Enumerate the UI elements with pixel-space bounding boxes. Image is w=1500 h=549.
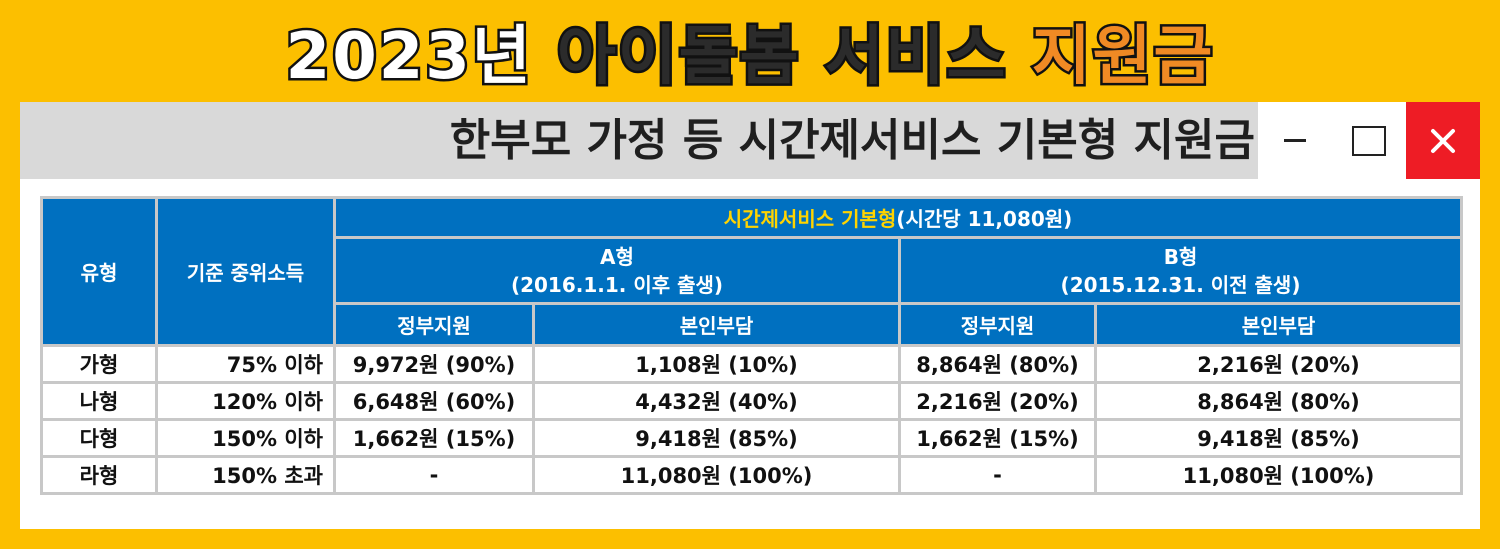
- row-b-self: 8,864원 (80%): [1093, 381, 1464, 421]
- row-b-self: 9,418원 (85%): [1093, 418, 1464, 458]
- row-income: 75% 이하: [155, 344, 336, 384]
- row-type: 가형: [40, 344, 158, 384]
- header-a-self: 본인부담: [532, 302, 901, 347]
- row-income: 150% 이하: [155, 418, 336, 458]
- row-b-gov: 1,662원 (15%): [898, 418, 1097, 458]
- maximize-icon: [1352, 125, 1386, 156]
- title-mid: 아이돌봄 서비스: [554, 18, 1008, 97]
- close-icon: [1431, 128, 1455, 153]
- window: 한부모 가정 등 시간제서비스 기본형 지원금 유형 기준 중위소득 시간제서비…: [20, 102, 1480, 529]
- row-type: 나형: [40, 381, 158, 421]
- row-a-self: 4,432원 (40%): [532, 381, 901, 421]
- minimize-button[interactable]: [1258, 102, 1332, 179]
- table-row: 나형 120% 이하 6,648원 (60%) 4,432원 (40%) 2,2…: [40, 381, 1464, 421]
- title-end: 지원금: [1029, 18, 1215, 97]
- minimize-icon: [1284, 139, 1306, 142]
- plan-b-title: B형: [1163, 244, 1198, 269]
- row-type: 라형: [40, 455, 158, 495]
- row-b-gov: -: [898, 455, 1097, 495]
- header-row-subcols: 정부지원 본인부담 정부지원 본인부담: [42, 302, 1464, 347]
- header-group-accent: 시간제서비스 기본형: [723, 207, 897, 231]
- row-a-gov: 9,972원 (90%): [333, 344, 535, 384]
- header-plan-a: A형 (2016.1.1. 이후 출생): [333, 236, 901, 305]
- header-row-plans: A형 (2016.1.1. 이후 출생) B형 (2015.12.31. 이전 출생…: [42, 236, 1464, 305]
- row-a-gov: 1,662원 (15%): [333, 418, 535, 458]
- table-row: 다형 150% 이하 1,662원 (15%) 9,418원 (85%) 1,6…: [40, 418, 1464, 458]
- row-type: 다형: [40, 418, 158, 458]
- window-titlebar[interactable]: 한부모 가정 등 시간제서비스 기본형 지원금: [20, 102, 1480, 179]
- header-group-rate: (시간당 11,080원): [896, 207, 1073, 231]
- row-a-self: 9,418원 (85%): [532, 418, 901, 458]
- header-plan-b: B형 (2015.12.31. 이전 출생): [897, 236, 1464, 305]
- table-row: 라형 150% 초과 - 11,080원 (100%) - 11,080원 (1…: [40, 455, 1464, 495]
- row-a-self: 11,080원 (100%): [532, 455, 901, 495]
- row-income: 150% 초과: [155, 455, 336, 495]
- row-a-self: 1,108원 (10%): [532, 344, 901, 384]
- row-a-gov: -: [333, 455, 535, 495]
- title-year: 2023년: [283, 18, 533, 97]
- support-table: 유형 기준 중위소득 시간제서비스 기본형(시간당 11,080원) A형 (20…: [40, 196, 1464, 495]
- header-row-group: 유형 기준 중위소득 시간제서비스 기본형(시간당 11,080원): [40, 196, 1464, 347]
- header-income: 기준 중위소득: [155, 196, 336, 347]
- plan-a-subtitle: (2016.1.1. 이후 출생): [510, 272, 724, 297]
- close-button[interactable]: [1406, 102, 1480, 179]
- row-a-gov: 6,648원 (60%): [333, 381, 535, 421]
- header-service-group: 시간제서비스 기본형(시간당 11,080원): [332, 196, 1464, 239]
- maximize-button[interactable]: [1332, 102, 1406, 179]
- table-row: 가형 75% 이하 9,972원 (90%) 1,108원 (10%) 8,86…: [40, 344, 1464, 384]
- row-b-self: 2,216원 (20%): [1093, 344, 1464, 384]
- row-income: 120% 이하: [155, 381, 336, 421]
- plan-a-title: A형: [600, 244, 634, 269]
- header-b-self: 본인부담: [1093, 302, 1464, 347]
- row-b-gov: 2,216원 (20%): [898, 381, 1097, 421]
- window-title: 한부모 가정 등 시간제서비스 기본형 지원금: [449, 115, 1255, 166]
- main-title: 2023년 아이돌봄 서비스 지원금: [0, 12, 1500, 102]
- header-a-gov: 정부지원: [333, 302, 535, 347]
- row-b-gov: 8,864원 (80%): [898, 344, 1097, 384]
- header-b-gov: 정부지원: [898, 302, 1097, 347]
- row-b-self: 11,080원 (100%): [1093, 455, 1464, 495]
- header-type: 유형: [40, 196, 158, 347]
- plan-b-subtitle: (2015.12.31. 이전 출생): [1060, 272, 1301, 297]
